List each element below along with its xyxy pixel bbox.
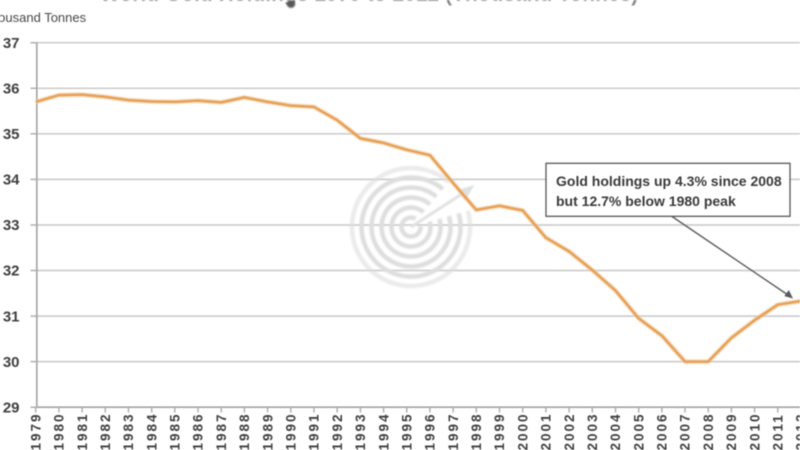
svg-text:2009: 2009 — [724, 412, 739, 450]
svg-text:37: 37 — [3, 35, 20, 52]
svg-text:2004: 2004 — [608, 412, 623, 450]
svg-text:1979: 1979 — [28, 412, 43, 450]
svg-text:1993: 1993 — [353, 412, 368, 450]
svg-text:2007: 2007 — [678, 412, 693, 450]
svg-text:1988: 1988 — [237, 412, 252, 450]
svg-text:1983: 1983 — [121, 412, 136, 450]
svg-text:1984: 1984 — [144, 412, 159, 450]
svg-text:1990: 1990 — [284, 412, 299, 450]
svg-text:29: 29 — [3, 399, 20, 416]
svg-text:1995: 1995 — [400, 412, 415, 450]
svg-text:1996: 1996 — [423, 412, 438, 450]
svg-text:Thousand Tonnes: Thousand Tonnes — [0, 10, 87, 25]
svg-text:35: 35 — [3, 126, 20, 143]
svg-text:1999: 1999 — [492, 412, 507, 450]
svg-text:1981: 1981 — [75, 412, 90, 450]
svg-text:34: 34 — [3, 172, 20, 189]
svg-text:Gold holdings up 4.3% since 20: Gold holdings up 4.3% since 2008 — [556, 173, 782, 189]
svg-text:1986: 1986 — [191, 412, 206, 450]
svg-text:2008: 2008 — [701, 412, 716, 450]
svg-text:1991: 1991 — [307, 412, 322, 450]
svg-text:1989: 1989 — [260, 412, 275, 450]
svg-text:1997: 1997 — [446, 412, 461, 450]
svg-text:2010: 2010 — [747, 412, 762, 450]
svg-text:1998: 1998 — [469, 412, 484, 450]
svg-text:1994: 1994 — [376, 412, 391, 450]
svg-text:2003: 2003 — [585, 412, 600, 450]
svg-text:2011: 2011 — [771, 413, 786, 450]
svg-text:33: 33 — [3, 217, 20, 234]
svg-text:2002: 2002 — [562, 412, 577, 450]
svg-text:2000: 2000 — [515, 412, 530, 450]
svg-text:32: 32 — [3, 263, 20, 280]
svg-text:1985: 1985 — [168, 412, 183, 450]
svg-text:1982: 1982 — [98, 412, 113, 450]
svg-text:1992: 1992 — [330, 412, 345, 450]
svg-text:2012: 2012 — [794, 412, 800, 450]
svg-text:1987: 1987 — [214, 412, 229, 450]
svg-text:30: 30 — [3, 354, 20, 371]
svg-text:but 12.7% below 1980 peak: but 12.7% below 1980 peak — [556, 193, 736, 209]
svg-text:World Gold Holdings 1979 to 20: World Gold Holdings 1979 to 2012 (Thousa… — [100, 0, 638, 6]
svg-text:1980: 1980 — [52, 412, 67, 450]
svg-text:31: 31 — [3, 308, 20, 325]
svg-text:2006: 2006 — [655, 412, 670, 450]
svg-text:2005: 2005 — [631, 412, 646, 450]
svg-text:2001: 2001 — [539, 412, 554, 450]
svg-text:36: 36 — [3, 81, 20, 98]
